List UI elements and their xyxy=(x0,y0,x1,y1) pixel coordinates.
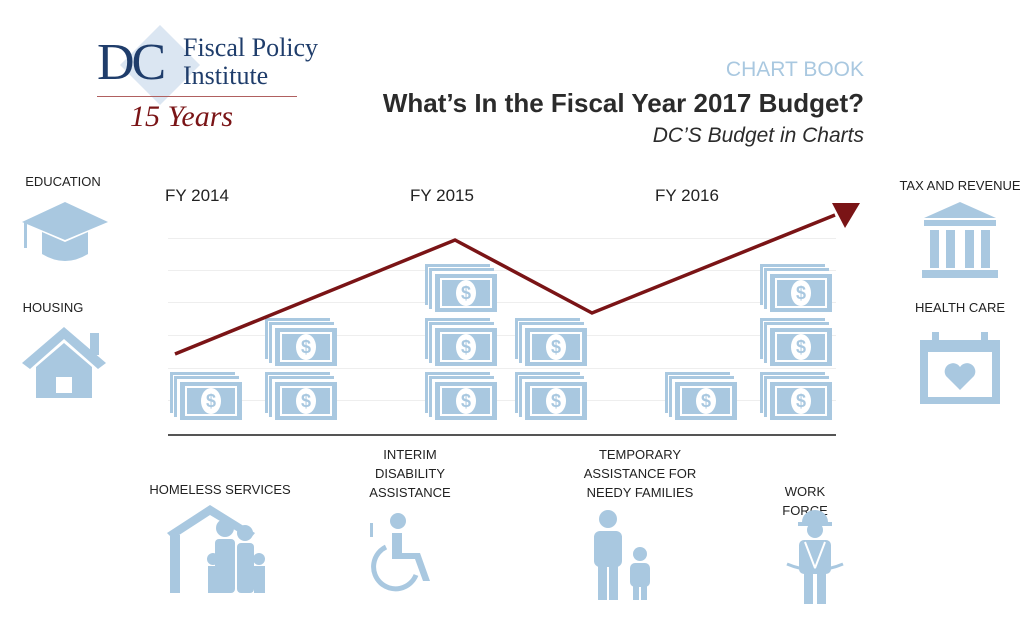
dc-map-shape xyxy=(120,25,200,105)
wheelchair-icon xyxy=(370,513,430,592)
graduation-cap-icon xyxy=(22,202,108,261)
parent-child-icon xyxy=(594,510,650,600)
logo: DC Fiscal Policy Institute 15 Years xyxy=(95,25,325,135)
icon-label-housing: HOUSING xyxy=(22,300,84,315)
icon-label-tanf: TEMPORARY ASSISTANCE FOR NEEDY FAMILIES xyxy=(583,447,697,500)
worker-icon xyxy=(786,510,844,604)
dollar-bill-icon: $ xyxy=(770,382,832,420)
gridline xyxy=(168,368,836,369)
icon-label-education: EDUCATION xyxy=(25,174,101,189)
dollar-bill-icon: $ xyxy=(275,382,337,420)
logo-years: 15 Years xyxy=(130,100,234,133)
icon-label-homeless: HOMELESS SERVICES xyxy=(149,482,291,497)
year-label: FY 2016 xyxy=(655,186,719,205)
family-house-icon xyxy=(167,505,265,593)
calendar-heart-icon xyxy=(920,332,1000,404)
gridline xyxy=(168,335,836,336)
dollar-bill-icon: $ xyxy=(275,328,337,366)
baseline xyxy=(168,434,836,436)
dollar-bill-icon: $ xyxy=(435,382,497,420)
dollar-bill-icon: $ xyxy=(435,274,497,312)
icon-label-health: HEALTH CARE xyxy=(914,300,1006,315)
dollar-bill-icon: $ xyxy=(435,328,497,366)
year-label: FY 2014 xyxy=(165,186,229,205)
logo-dc: DC xyxy=(97,34,166,91)
logo-line2: Institute xyxy=(183,61,269,90)
gridline xyxy=(168,238,836,239)
page-title: What’s In the Fiscal Year 2017 Budget? xyxy=(382,88,864,118)
dollar-bill-icon: $ xyxy=(180,382,242,420)
house-icon xyxy=(22,327,106,398)
gridline xyxy=(168,400,836,401)
year-label: FY 2015 xyxy=(410,186,474,205)
dollar-bill-icon: $ xyxy=(675,382,737,420)
gridline xyxy=(168,270,836,271)
dollar-bill-icon: $ xyxy=(525,328,587,366)
dollar-bill-icon: $ xyxy=(525,382,587,420)
government-building-icon xyxy=(922,202,998,278)
arrow-head-icon xyxy=(832,203,860,228)
icon-label-disability: INTERIM DISABILITY ASSISTANCE xyxy=(369,447,451,500)
page-subtitle: DC’S Budget in Charts xyxy=(652,124,864,147)
icon-label-tax: TAX AND REVENUE xyxy=(899,178,1021,193)
chart-book-label: CHART BOOK xyxy=(725,58,864,81)
logo-divider xyxy=(97,96,297,97)
dollar-bill-icon: $ xyxy=(770,328,832,366)
logo-line1: Fiscal Policy xyxy=(183,33,319,62)
gridline xyxy=(168,302,836,303)
dollar-bill-icon: $ xyxy=(770,274,832,312)
